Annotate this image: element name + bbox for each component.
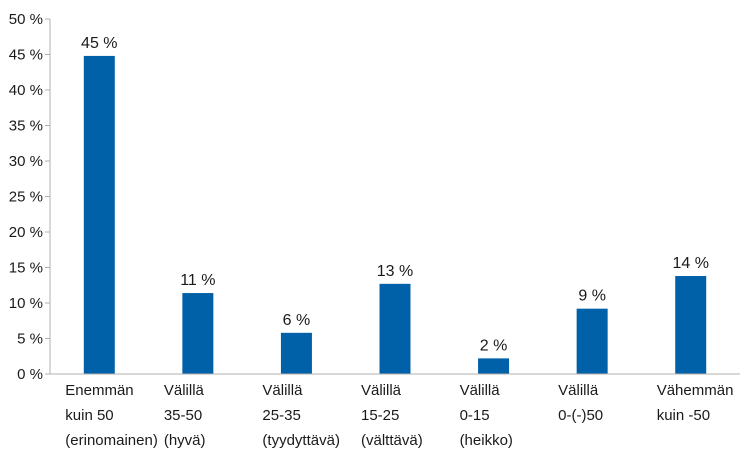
bar bbox=[83, 55, 115, 375]
x-tick-label: kuin 50 bbox=[65, 407, 113, 424]
x-tick-label: kuin -50 bbox=[657, 407, 710, 424]
bar bbox=[478, 358, 510, 374]
y-tick-label: 45 % bbox=[9, 47, 43, 64]
y-axis: 0 % 5 % 10 % 15 % 20 % 25 % 30 % 35 % 40 % 45 % 50… bbox=[9, 11, 51, 383]
x-tick-label: Välillä bbox=[361, 382, 402, 399]
x-tick-label: (erinomainen) bbox=[65, 432, 158, 449]
y-tick-label: 30 % bbox=[9, 153, 43, 170]
y-tick-label: 10 % bbox=[9, 295, 43, 312]
x-tick-label: 35-50 bbox=[164, 407, 202, 424]
x-tick-label: (välttävä) bbox=[361, 432, 423, 449]
y-tick-label: 40 % bbox=[9, 82, 43, 99]
x-tick-label: Välillä bbox=[460, 382, 501, 399]
x-tick-label: (tyydyttävä) bbox=[262, 432, 340, 449]
data-label: 45 % bbox=[81, 35, 117, 52]
data-label: 9 % bbox=[578, 288, 606, 305]
data-label: 11 % bbox=[180, 272, 215, 289]
y-tick-label: 25 % bbox=[9, 189, 43, 206]
x-tick-label: 25-35 bbox=[262, 407, 300, 424]
x-tick-label: Välillä bbox=[262, 382, 303, 399]
x-tick-label: 0-15 bbox=[460, 407, 490, 424]
y-tick-label: 50 % bbox=[9, 11, 43, 28]
y-tick-label: 15 % bbox=[9, 260, 43, 277]
data-labels: 45 % 11 % 6 % 13 % 2 % 9 % 14 % bbox=[81, 35, 709, 354]
x-tick-label: Vähemmän bbox=[657, 382, 734, 399]
y-tick-label: 0 % bbox=[17, 366, 43, 383]
bar bbox=[576, 308, 608, 374]
bar bbox=[379, 283, 411, 374]
data-label: 14 % bbox=[672, 255, 708, 272]
data-label: 2 % bbox=[480, 337, 508, 354]
data-label: 13 % bbox=[377, 263, 413, 280]
y-tick-label: 20 % bbox=[9, 224, 43, 241]
x-tick-label: (hyvä) bbox=[164, 432, 206, 449]
bar bbox=[675, 276, 707, 374]
bar bbox=[280, 332, 312, 374]
x-tick-label: Välillä bbox=[558, 382, 599, 399]
x-tick-label: 0-(-)50 bbox=[558, 407, 603, 424]
x-tick-label: (heikko) bbox=[460, 432, 513, 449]
x-tick-label: Enemmän bbox=[65, 382, 133, 399]
bar bbox=[182, 293, 214, 374]
data-label: 6 % bbox=[283, 312, 311, 329]
bars bbox=[83, 55, 707, 375]
x-tick-label: Välillä bbox=[164, 382, 205, 399]
x-tick-label: 15-25 bbox=[361, 407, 399, 424]
y-tick-label: 5 % bbox=[17, 331, 43, 348]
y-tick-label: 35 % bbox=[9, 118, 43, 135]
x-axis: Enemmän kuin 50 (erinomainen) Välillä 35-50 (… bbox=[50, 373, 740, 449]
